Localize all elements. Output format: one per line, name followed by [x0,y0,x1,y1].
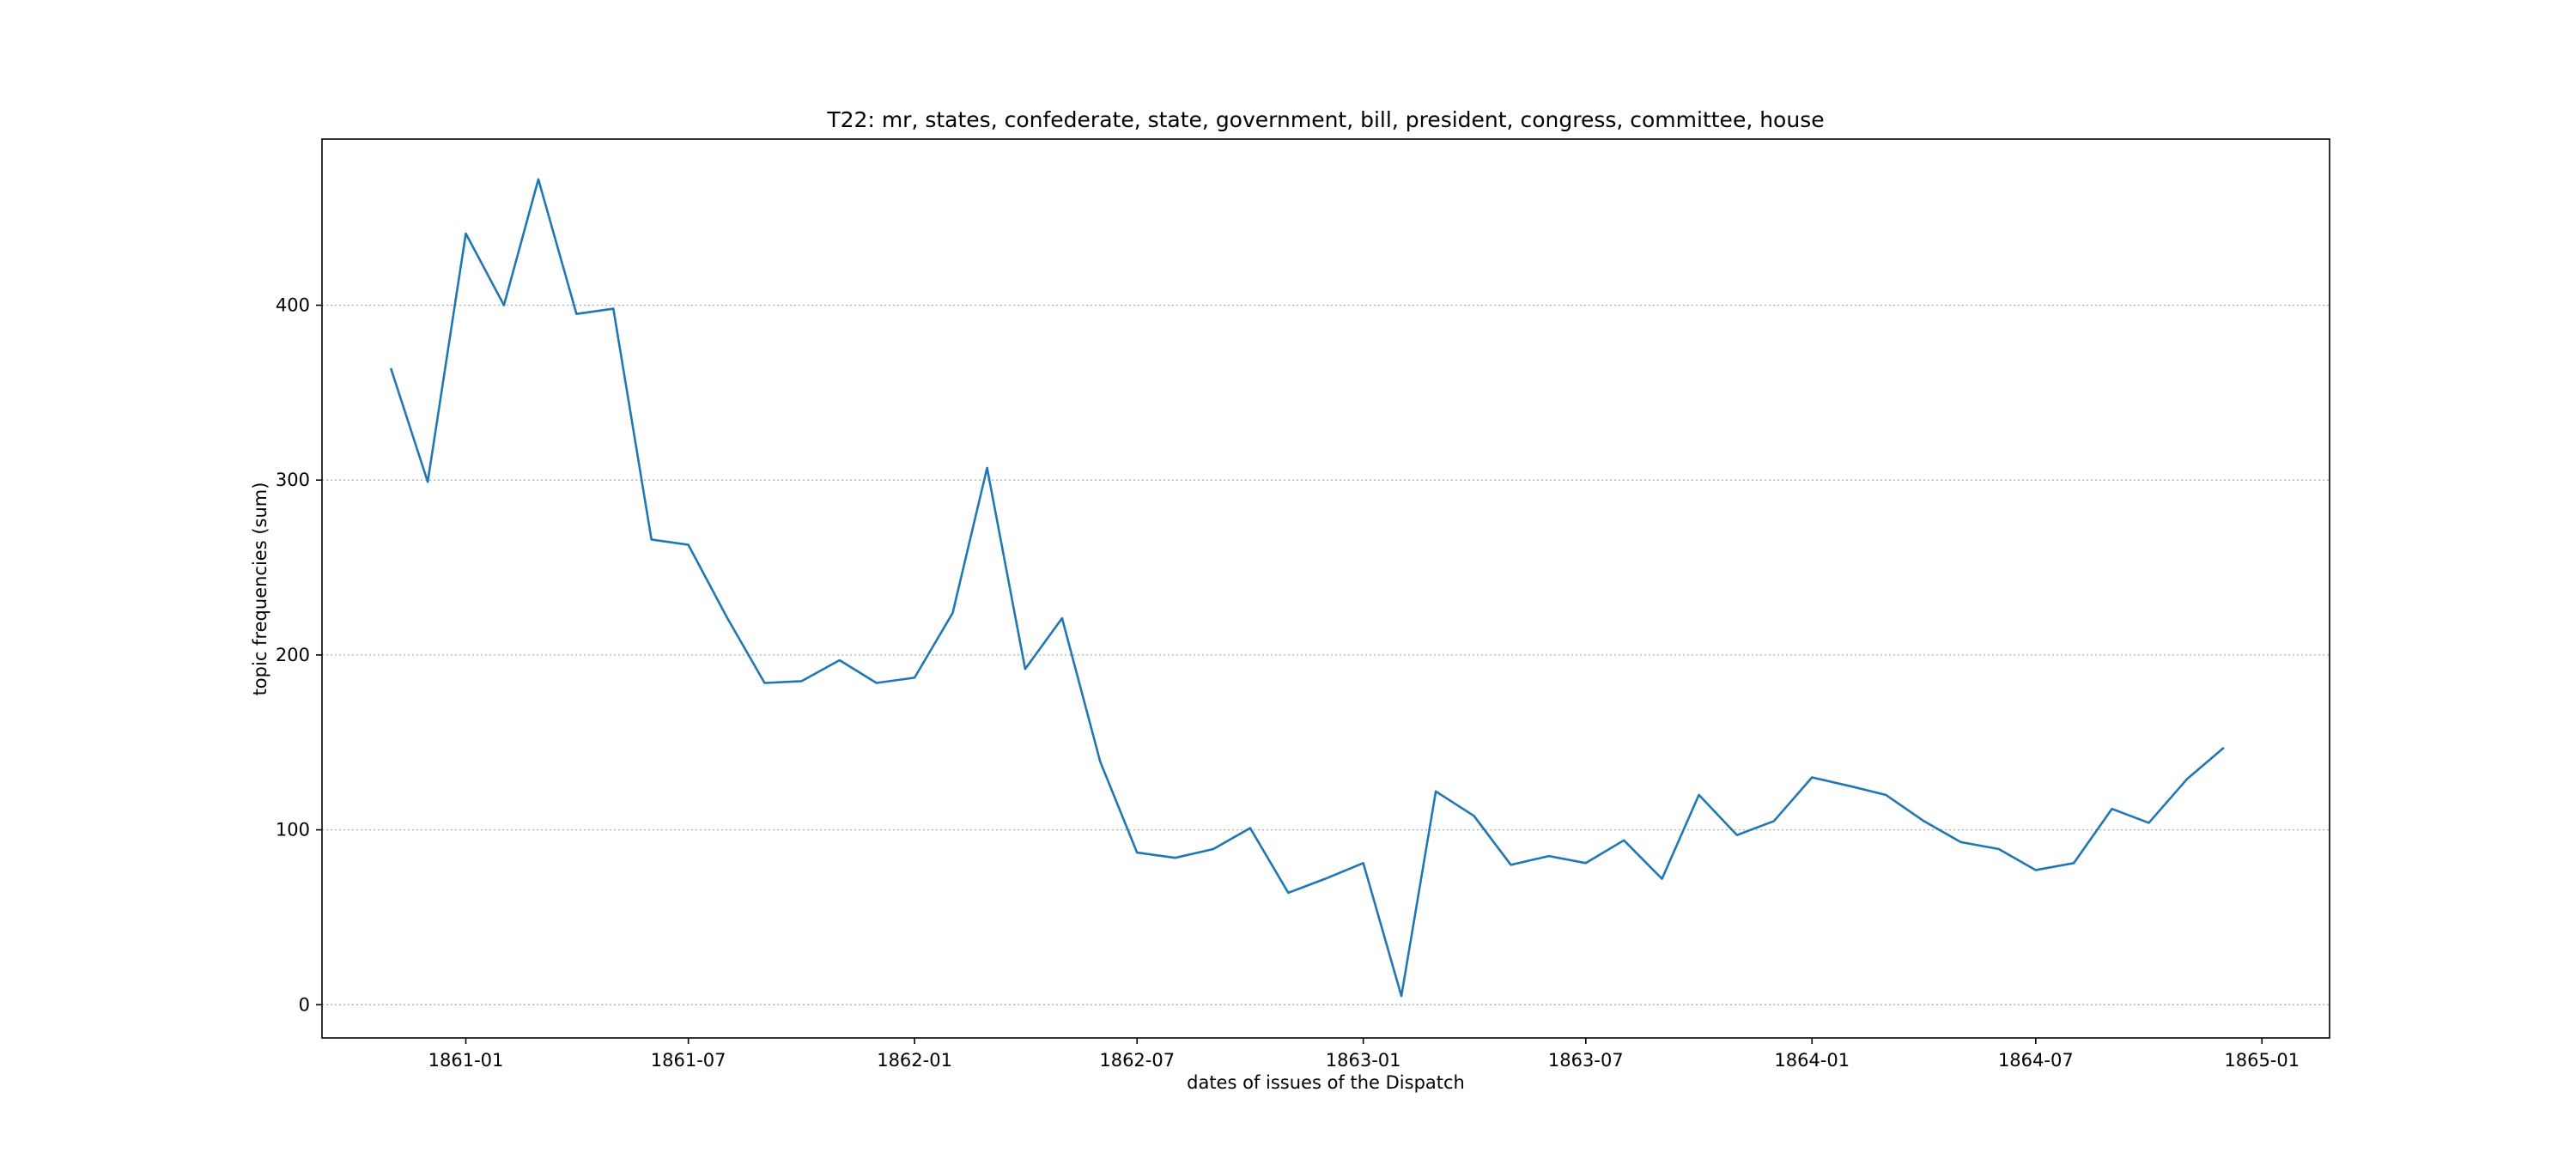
x-tick-label: 1861-07 [651,1050,726,1071]
x-tick-label: 1864-07 [1998,1050,2074,1071]
y-tick-label: 400 [276,295,310,316]
x-tick-label: 1863-07 [1548,1050,1624,1071]
x-tick-label: 1861-01 [428,1050,504,1071]
x-tick-label: 1864-01 [1774,1050,1850,1071]
series-line [389,178,2225,998]
x-axis-title: dates of issues of the Dispatch [1187,1072,1465,1093]
y-tick-label: 100 [276,820,310,840]
x-tick-label: 1862-01 [877,1050,952,1071]
y-tick-label: 0 [299,994,310,1015]
y-tick-label: 300 [276,470,310,490]
x-axis-ticks: 1861-01 1861-07 1862-01 1862-07 1863-01 1863-… [428,1038,2300,1071]
gridlines [322,304,2330,1005]
plot-frame [321,138,2330,1039]
y-axis-title: topic frequencies (sum) [250,482,270,696]
x-tick-label: 1865-01 [2224,1050,2300,1071]
y-tick-label: 200 [276,645,310,665]
x-tick-label: 1862-07 [1099,1050,1175,1071]
chart-title: T22: mr, states, confederate, state, gov… [826,107,1824,132]
x-tick-label: 1863-01 [1326,1050,1401,1071]
y-axis-ticks: 0 100 200 300 400 [276,295,322,1015]
